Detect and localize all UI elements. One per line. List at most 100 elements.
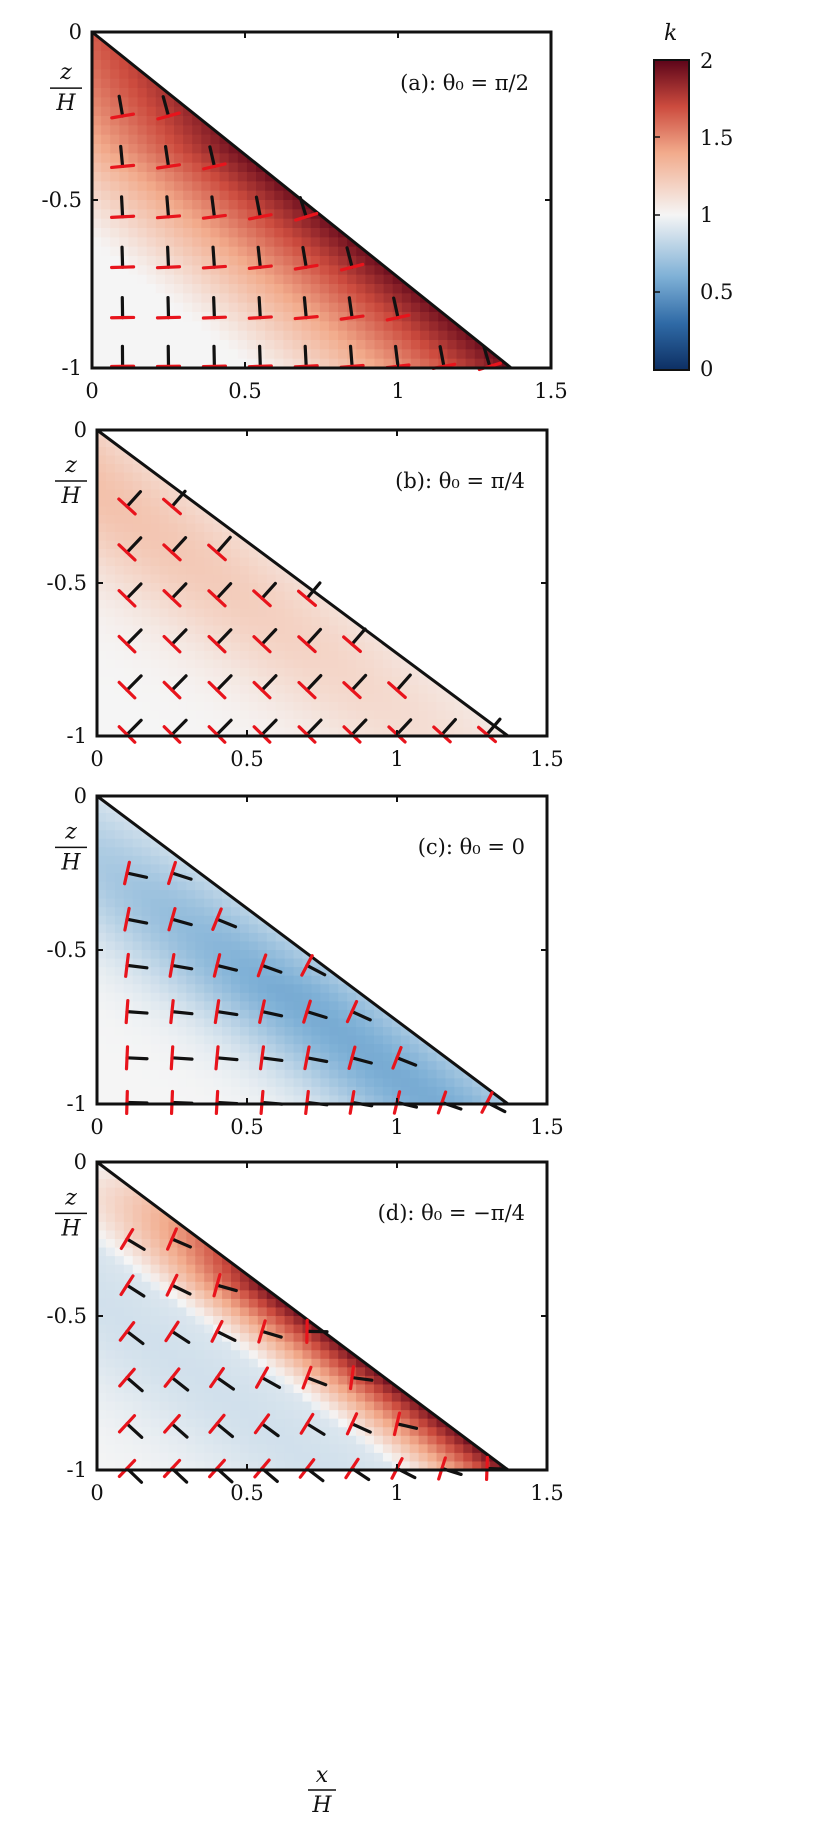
heatmap-cell <box>463 719 473 729</box>
heatmap-cell <box>164 265 175 276</box>
heatmap-cell <box>246 349 257 360</box>
director-rod <box>305 718 323 737</box>
heatmap-cell <box>274 237 284 248</box>
heatmap-cell <box>195 532 205 542</box>
heatmap-cell <box>410 340 421 350</box>
heatmap-cell <box>110 172 120 182</box>
heatmap-cell <box>222 557 232 567</box>
heatmap-cell <box>101 134 111 145</box>
heatmap-cell <box>101 312 111 322</box>
heatmap-cell <box>195 685 205 695</box>
heatmap-cell <box>132 506 143 516</box>
heatmap-cell <box>228 218 239 229</box>
heatmap-cell <box>97 1044 107 1054</box>
heatmap-cell <box>284 1052 295 1062</box>
heatmap-cell <box>204 642 214 652</box>
heatmap-cell <box>92 181 102 192</box>
heatmap-cell <box>132 1061 143 1071</box>
director-rod <box>350 673 368 692</box>
director-rod <box>125 628 143 646</box>
heatmap-cell <box>373 702 384 712</box>
heatmap-cell <box>119 340 130 350</box>
heatmap-cell <box>409 1069 420 1079</box>
heatmap-cell <box>266 668 277 678</box>
heatmap-cell <box>141 583 152 593</box>
heatmap-cell <box>114 464 125 474</box>
director-rod <box>125 490 143 509</box>
heatmap-cell <box>266 1078 277 1088</box>
heatmap-cell <box>132 1009 143 1020</box>
heatmap-cell <box>283 190 294 201</box>
heatmap-cell <box>231 958 241 968</box>
heatmap-cell <box>284 958 295 968</box>
heatmap-cell <box>159 924 170 934</box>
heatmap-cell <box>356 321 367 332</box>
heatmap-cell <box>177 941 187 951</box>
heatmap-cell <box>329 617 339 627</box>
heatmap-cell <box>177 651 187 661</box>
heatmap-cell <box>356 1061 366 1071</box>
heatmap-cell <box>105 455 116 465</box>
heatmap-cell <box>474 358 485 368</box>
heatmap-cell <box>338 625 348 635</box>
heatmap-cell <box>427 1095 438 1104</box>
heatmap-cell <box>222 958 232 968</box>
heatmap-cell <box>356 685 366 695</box>
heatmap-cell <box>427 1078 438 1088</box>
heatmap-cell <box>164 172 175 182</box>
heatmap-cell <box>338 702 348 712</box>
heatmap-cell <box>256 246 266 257</box>
heatmap-cell <box>123 693 134 703</box>
heatmap-cell <box>174 293 184 304</box>
heatmap-cell <box>137 125 148 136</box>
heatmap-cell <box>222 566 232 576</box>
heatmap-cell <box>228 340 239 350</box>
heatmap-cell <box>141 549 152 559</box>
heatmap-cell <box>427 1052 438 1062</box>
heatmap-cell <box>256 181 266 192</box>
panels: 0 0.5 1 1.50-0.5-1zH(a): θ₀ = π/20 0.5 1 1.50-… <box>42 20 568 1505</box>
heatmap-cell <box>338 1035 348 1045</box>
heatmap-cell <box>186 907 196 917</box>
heatmap-cell <box>204 583 214 593</box>
heatmap-cell <box>239 583 250 593</box>
heatmap-cell <box>275 693 286 703</box>
heatmap-cell <box>447 330 458 341</box>
heatmap-cell <box>114 710 125 720</box>
heatmap-cell <box>231 676 241 686</box>
heatmap-cell <box>213 676 223 686</box>
heatmap-cell <box>105 890 116 900</box>
heatmap-cell <box>347 659 357 669</box>
heatmap-cell <box>284 1086 295 1097</box>
heatmap-cell <box>105 566 116 576</box>
heatmap-cell <box>195 676 205 686</box>
heatmap-cell <box>150 864 161 874</box>
heatmap-cell <box>302 1035 313 1045</box>
heatmap-cell <box>311 1044 321 1054</box>
heatmap-cell <box>274 256 284 266</box>
heatmap-cell <box>114 915 125 925</box>
heatmap-cell <box>275 1086 286 1097</box>
heatmap-cell <box>365 719 375 729</box>
heatmap-cell <box>123 659 134 669</box>
heatmap-cell <box>222 907 232 917</box>
heatmap-cell <box>401 321 412 332</box>
heatmap-cell <box>311 710 321 720</box>
heatmap-cell <box>105 625 116 635</box>
heatmap-cell <box>248 992 259 1002</box>
heatmap-cell <box>374 265 385 276</box>
heatmap-cell <box>132 472 143 482</box>
heatmap-cell <box>141 932 152 943</box>
heatmap-cell <box>222 634 232 644</box>
heatmap-cell <box>174 116 184 126</box>
heatmap-cell <box>248 617 259 627</box>
heatmap-cell <box>97 676 107 686</box>
heatmap-cell <box>159 659 170 669</box>
director-bar <box>207 589 227 608</box>
director-bar <box>201 315 227 320</box>
heatmap-cell <box>168 506 179 516</box>
heatmap-cell <box>177 523 187 533</box>
heatmap-cell <box>219 246 230 257</box>
heatmap-cell <box>356 265 367 276</box>
heatmap-cell <box>119 144 130 154</box>
